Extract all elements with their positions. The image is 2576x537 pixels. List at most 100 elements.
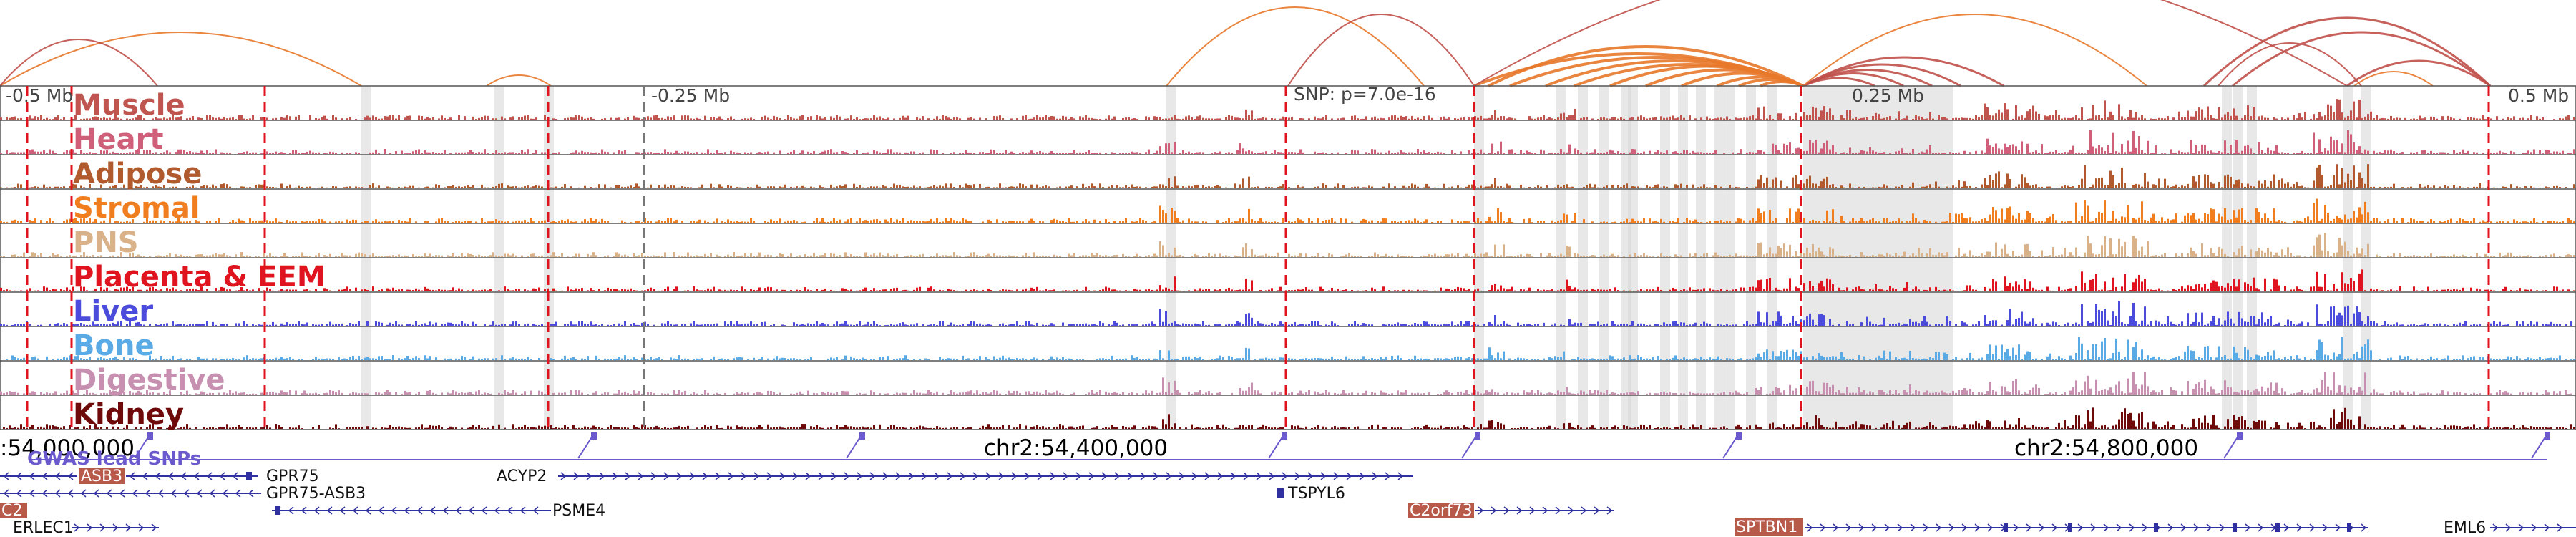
signal-peak <box>1291 152 1293 154</box>
signal-peak <box>847 290 849 291</box>
signal-peak <box>621 186 623 188</box>
signal-peak <box>2384 186 2386 188</box>
signal-peak <box>137 254 140 257</box>
signal-peak <box>1417 149 1419 154</box>
signal-peak <box>2476 186 2478 188</box>
signal-peak <box>2198 151 2200 154</box>
signal-peak <box>1912 149 1914 154</box>
signal-peak <box>907 186 909 188</box>
signal-peak <box>678 153 680 154</box>
signal-peak <box>1580 118 1582 120</box>
signal-peak <box>939 118 941 120</box>
signal-peak <box>2524 186 2527 188</box>
signal-peak <box>186 221 188 223</box>
signal-peak <box>2018 284 2020 291</box>
signal-peak <box>1995 113 1997 120</box>
signal-peak <box>426 256 429 257</box>
signal-peak <box>323 153 326 154</box>
signal-peak <box>218 290 220 291</box>
signal-peak <box>2476 152 2478 154</box>
signal-peak <box>1654 152 1657 154</box>
signal-peak <box>487 153 489 154</box>
signal-peak <box>970 289 972 291</box>
signal-peak <box>2224 140 2226 154</box>
signal-peak <box>2210 115 2212 120</box>
signal-peak <box>1202 221 1204 223</box>
signal-peak <box>2258 248 2260 257</box>
signal-peak <box>555 256 557 257</box>
signal-peak <box>1425 183 1428 188</box>
loop-arc <box>1488 45 1804 87</box>
signal-peak <box>839 255 841 257</box>
signal-peak <box>2195 253 2197 257</box>
signal-peak <box>2567 289 2570 291</box>
signal-peak <box>2006 173 2009 188</box>
signal-peak <box>283 324 286 326</box>
signal-peak <box>1185 153 1187 154</box>
signal-peak <box>1803 218 1805 223</box>
signal-peak <box>1182 150 1184 154</box>
signal-peak <box>959 221 961 223</box>
signal-peak <box>415 221 417 223</box>
signal-peak <box>160 256 162 257</box>
signal-peak <box>664 323 666 326</box>
signal-peak <box>1128 186 1130 188</box>
signal-peak <box>2118 183 2120 188</box>
signal-peak <box>552 118 555 120</box>
signal-peak <box>630 222 632 223</box>
signal-peak <box>49 119 51 120</box>
signal-peak <box>1763 183 1765 188</box>
signal-peak <box>927 118 930 120</box>
signal-peak <box>1113 153 1116 154</box>
signal-peak <box>965 256 967 257</box>
signal-peak <box>1772 118 1774 120</box>
signal-peak <box>2476 288 2478 291</box>
signal-peak <box>2235 217 2238 223</box>
signal-peak <box>2270 181 2272 188</box>
signal-peak <box>541 152 543 154</box>
signal-peak <box>1657 256 1659 257</box>
signal-peak <box>1322 221 1324 223</box>
signal-peak <box>661 221 663 223</box>
signal-peak <box>1013 153 1015 154</box>
signal-peak <box>684 186 686 188</box>
signal-peak <box>2150 153 2152 154</box>
signal-peak <box>1652 256 1654 257</box>
signal-peak <box>424 150 426 154</box>
signal-peak <box>2467 117 2469 120</box>
signal-peak <box>326 256 328 257</box>
signal-peak <box>1317 253 1319 257</box>
signal-peak <box>1855 221 1857 223</box>
signal-peak <box>495 150 497 154</box>
signal-peak <box>355 186 357 188</box>
signal-peak <box>910 220 912 223</box>
signal-peak <box>1577 150 1579 154</box>
signal-peak <box>132 286 134 291</box>
signal-peak <box>1589 256 1591 257</box>
signal-peak <box>2187 253 2189 257</box>
signal-peak <box>2044 221 2046 223</box>
signal-peak <box>1171 208 1173 223</box>
signal-peak <box>564 324 566 326</box>
signal-peak <box>200 117 203 120</box>
signal-peak <box>939 221 941 223</box>
signal-peak <box>587 117 589 120</box>
signal-peak <box>1677 117 1679 120</box>
signal-peak <box>52 150 54 154</box>
signal-peak <box>1886 218 1888 223</box>
signal-peak <box>1448 289 1450 291</box>
signal-peak <box>1174 176 1176 188</box>
signal-peak <box>564 118 566 120</box>
signal-peak <box>1133 152 1136 154</box>
signal-peak <box>2210 248 2212 257</box>
signal-peak <box>1654 117 1657 120</box>
signal-peak <box>306 256 308 257</box>
signal-peak <box>269 186 271 188</box>
signal-peak <box>1351 115 1353 120</box>
signal-peak <box>816 289 818 291</box>
signal-peak <box>2567 254 2570 257</box>
signal-peak <box>1869 289 1871 291</box>
signal-peak <box>137 115 140 120</box>
signal-peak <box>1815 107 1817 120</box>
signal-peak <box>169 187 171 188</box>
